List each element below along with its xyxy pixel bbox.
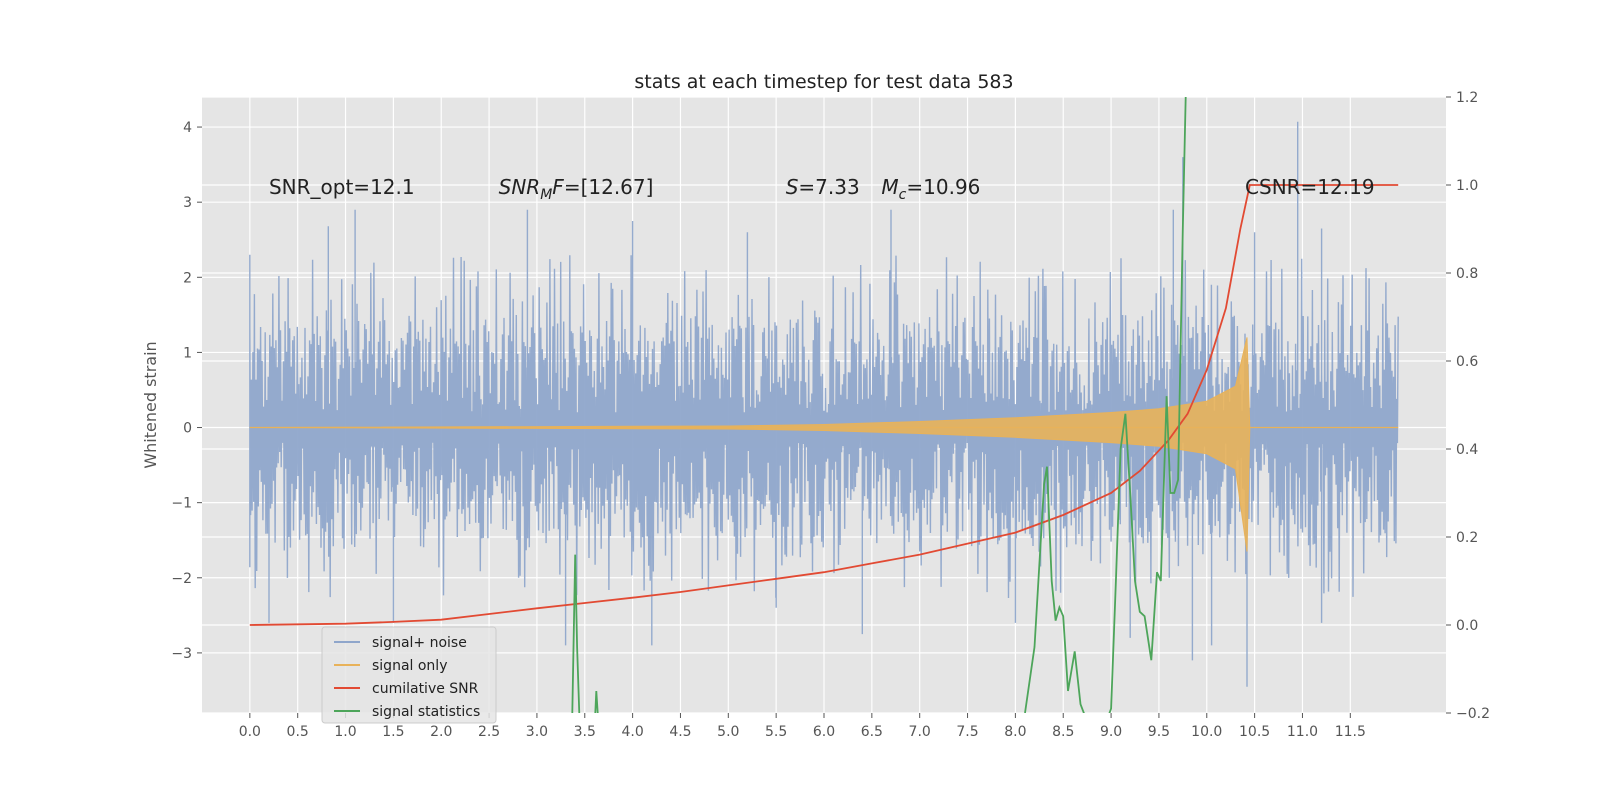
annotation-mc-val-symbol: M: [881, 175, 898, 199]
annotation-snr-mf-symbol: SNR: [499, 175, 541, 199]
signal-noise-line: [249, 121, 1399, 687]
y-right-tick-label: 0.4: [1456, 442, 1478, 458]
annotation-mc-val-value: =10.96: [906, 175, 980, 199]
y-axis-label: Whitened strain: [141, 341, 160, 468]
x-tick-label: 8.5: [1052, 724, 1074, 740]
x-tick-label: 10.5: [1239, 724, 1270, 740]
legend-label-0: signal+ noise: [372, 635, 467, 651]
y-left-tick-label: 3: [183, 195, 192, 211]
annotation-snr-opt: SNR_opt=12.1: [269, 175, 415, 199]
y-left-tick-label: 2: [183, 270, 192, 286]
y-left-tick-label: −2: [171, 571, 192, 587]
x-tick-label: 5.5: [765, 724, 787, 740]
annotation-snr-mf-subscript: M: [540, 187, 552, 203]
y-left-tick-label: −1: [171, 496, 192, 512]
annotations: SNR_opt=12.1 SNRMF=[12.67] S=7.33 Mc=10.96 C…: [269, 175, 1375, 203]
x-tick-label: 8.0: [1004, 724, 1026, 740]
x-tick-label: 4.0: [621, 724, 643, 740]
x-tick-label: 0.5: [287, 724, 309, 740]
annotation-s-val: S=7.33: [786, 175, 860, 199]
x-tick-label: 9.5: [1148, 724, 1170, 740]
y-right-tick-label: 1.0: [1456, 178, 1478, 194]
annotation-mc-val: Mc=10.96: [881, 175, 980, 203]
x-tick-label: 10.0: [1191, 724, 1222, 740]
y-right-tick-label: 0.0: [1456, 618, 1478, 634]
annotation-snr-mf-value: F=[12.67]: [552, 175, 653, 199]
data-layer: [249, 97, 1399, 713]
x-tick-label: 2.0: [430, 724, 452, 740]
annotation-s-val-value: =7.33: [798, 175, 859, 199]
y-right-tick-label: 0.8: [1456, 266, 1478, 282]
y-left-tick-label: 1: [183, 345, 192, 361]
x-tick-label: 9.0: [1100, 724, 1122, 740]
cumulative-snr-line: [249, 184, 1399, 626]
x-tick-label: 3.0: [526, 724, 548, 740]
y-right-tick-label: 1.2: [1456, 90, 1478, 106]
annotation-snr-mf-f: F: [552, 175, 564, 199]
legend-label-1: signal only: [372, 658, 447, 674]
legend-label-3: signal statistics: [372, 704, 480, 720]
x-tick-label: 11.5: [1335, 724, 1366, 740]
x-tick-label: 7.0: [909, 724, 931, 740]
x-tick-label: 5.0: [717, 724, 739, 740]
annotation-snr-mf-rest: =[12.67]: [564, 175, 654, 199]
x-tick-label: 6.0: [813, 724, 835, 740]
legend-label-2: cumilative SNR: [372, 681, 479, 697]
x-tick-label: 1.5: [382, 724, 404, 740]
y-left-tick-label: 4: [183, 120, 192, 136]
x-tick-label: 11.0: [1287, 724, 1318, 740]
chart-title: stats at each timestep for test data 583: [634, 71, 1013, 93]
annotation-s-val-symbol: S: [786, 175, 799, 199]
x-tick-label: 1.0: [334, 724, 356, 740]
y-right-tick-label: 0.6: [1456, 354, 1478, 370]
y-left-tick-label: 0: [183, 421, 192, 437]
legend-box: [321, 626, 497, 724]
x-tick-label: 6.5: [861, 724, 883, 740]
y-left-tick-label: −3: [171, 646, 192, 662]
y-right-tick-label: −0.2: [1456, 706, 1490, 722]
x-tick-label: 7.5: [956, 724, 978, 740]
legend: signal+ noise signal only cumilative SNR si…: [321, 626, 497, 724]
y-right-tick-label: 0.2: [1456, 530, 1478, 546]
annotation-mc-val-subscript: c: [899, 187, 907, 203]
x-tick-label: 4.5: [669, 724, 691, 740]
annotation-snr-mf: SNRMF=[12.67]: [499, 175, 654, 203]
signal-statistics-line: [571, 97, 1187, 713]
x-tick-label: 3.5: [574, 724, 596, 740]
x-tick-label: 0.0: [239, 724, 261, 740]
annotation-csnr: CSNR=12.19: [1245, 175, 1375, 199]
x-tick-label: 2.5: [478, 724, 500, 740]
ticks: 0.0 0.5 1.0 1.5 2.0 2.5 3.0 3.5 4.0 4.5 5.0 5.5 6.0 6…: [171, 90, 1490, 740]
